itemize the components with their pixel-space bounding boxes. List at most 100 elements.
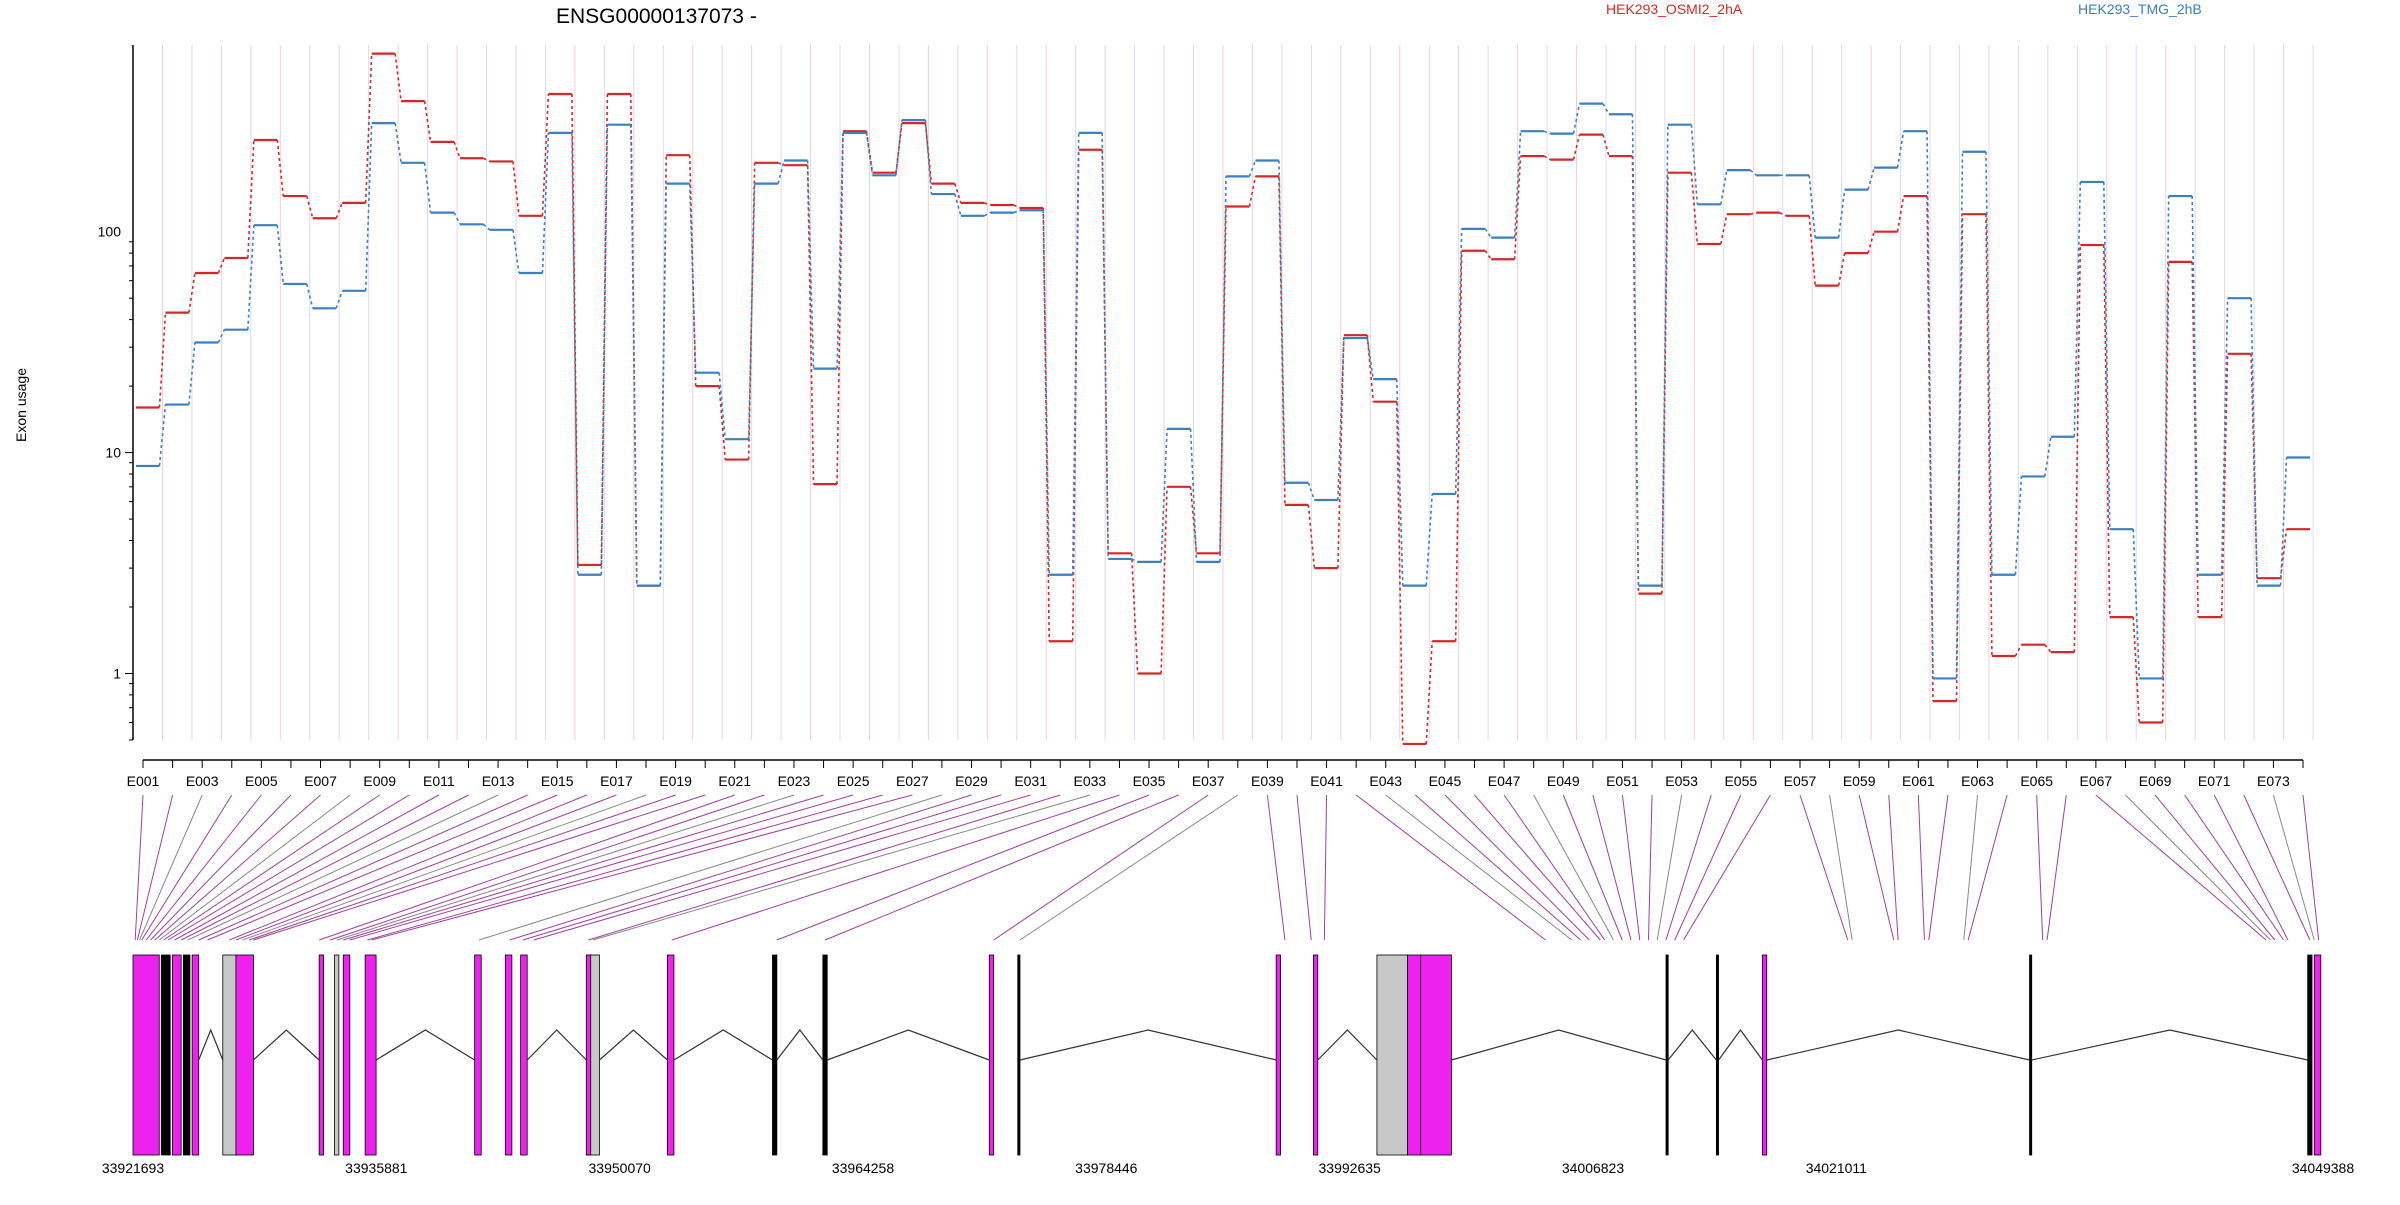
series-1-connector (2044, 644, 2052, 653)
genomic-coordinate-label: 34006823 (1562, 1160, 1625, 1176)
x-tick-label: E053 (1665, 773, 1698, 789)
exon-connector (993, 794, 1209, 941)
gene-exon-block (1313, 954, 1319, 1156)
intron-chevron (1317, 1029, 1378, 1061)
genomic-coordinate-label: 33950070 (589, 1160, 652, 1176)
x-tick-label: E029 (955, 773, 988, 789)
series-2-connector (777, 160, 785, 184)
gene-exon-block (235, 954, 254, 1156)
exon-connector (145, 794, 262, 941)
series-2-connector (217, 329, 226, 343)
exon-connector (150, 794, 292, 941)
series-1-connector (2073, 245, 2082, 653)
intron-chevron (599, 1029, 668, 1061)
exon-connector (1665, 794, 1712, 941)
series-1-connector (335, 202, 343, 219)
series-2-connector (1395, 379, 1404, 586)
series-2-connector (1366, 337, 1375, 380)
exon-connector (533, 794, 1031, 941)
series-1-connector (984, 202, 991, 206)
x-tick-label: E015 (541, 773, 574, 789)
exon-connector (134, 794, 144, 941)
series-1-connector (2220, 353, 2229, 618)
y-tick-label: 100 (98, 224, 122, 240)
gene-exon-block (1665, 954, 1669, 1156)
exon-connector (1562, 794, 1623, 941)
exon-connector (163, 794, 380, 941)
exon-connector (1647, 794, 1653, 941)
x-tick-label: E051 (1606, 773, 1639, 789)
series-1-connector (1896, 195, 1905, 232)
series-2-connector (276, 225, 285, 285)
exon-connector (180, 794, 469, 941)
series-1-connector (747, 162, 756, 460)
exon-connector (242, 794, 647, 941)
intron-chevron (1766, 1029, 2030, 1061)
x-tick-label: E033 (1073, 773, 1106, 789)
series-2-connector (1543, 130, 1551, 135)
series-2-connector (1602, 103, 1610, 115)
exon-connector (349, 794, 854, 941)
series-1-connector (1219, 206, 1227, 554)
x-tick-label: E025 (837, 773, 870, 789)
exon-connector (1592, 794, 1632, 941)
gene-exon-block (585, 954, 592, 1156)
series-1-connector (1543, 155, 1551, 161)
gene-exon-block (1715, 954, 1719, 1156)
exon-connector (343, 794, 824, 941)
exon-connector (1414, 794, 1581, 941)
x-tick-label: E007 (304, 773, 337, 789)
intron-chevron (1667, 1029, 1717, 1061)
x-tick-label: E031 (1014, 773, 1047, 789)
exon-connector (478, 794, 943, 941)
x-tick-label: E001 (127, 773, 160, 789)
intron-chevron (673, 1029, 773, 1061)
series-2-connector (541, 132, 550, 274)
exon-connector (1829, 794, 1853, 941)
series-1-connector (247, 139, 255, 259)
exon-connector (588, 794, 1061, 941)
series-2-connector (747, 183, 756, 440)
series-1-connector (188, 272, 196, 313)
gene-exon-block (988, 954, 995, 1156)
exon-connector (509, 794, 972, 941)
series-1-connector (2102, 245, 2111, 618)
series-2-connector (1160, 428, 1168, 562)
series-2-connector (1042, 210, 1051, 575)
exon-connector (336, 794, 795, 941)
exon-connector (1917, 794, 1925, 941)
exon-connector (329, 794, 765, 941)
series-2-connector (1955, 151, 1964, 679)
gene-exon-block (822, 954, 828, 1156)
x-tick-label: E039 (1251, 773, 1284, 789)
series-2-connector (1926, 131, 1934, 679)
exon-connector (2243, 794, 2311, 941)
series-2-connector (364, 123, 373, 291)
series-1-connector (1366, 335, 1375, 402)
exon-connector (1799, 794, 1849, 941)
exon-connector (1656, 794, 1683, 941)
series-1-connector (1867, 231, 1875, 254)
series-2-connector (305, 283, 314, 309)
x-tick-label: E071 (2198, 773, 2231, 789)
gene-exon-block (1420, 954, 1452, 1156)
series-1-connector (453, 141, 461, 159)
exon-connector (2046, 794, 2067, 941)
series-1-connector (806, 165, 815, 485)
series-2-connector (188, 342, 196, 405)
series-1-connector (541, 93, 550, 216)
gene-exon-block (666, 954, 675, 1156)
gene-exon-block (132, 954, 160, 1156)
series-1-connector (1425, 641, 1434, 744)
series-2-connector (482, 223, 491, 231)
exon-connector (136, 794, 174, 941)
exon-connector (167, 794, 410, 941)
series-2-connector (1572, 103, 1581, 134)
genomic-coordinate-label: 33992635 (1319, 1160, 1382, 1176)
series-2-connector (1484, 228, 1492, 239)
gene-exon-block (2313, 954, 2322, 1156)
gene-exon-block (1017, 954, 1021, 1156)
x-tick-label: E023 (778, 773, 811, 789)
x-tick-label: E009 (363, 773, 396, 789)
intron-chevron (1019, 1029, 1277, 1061)
